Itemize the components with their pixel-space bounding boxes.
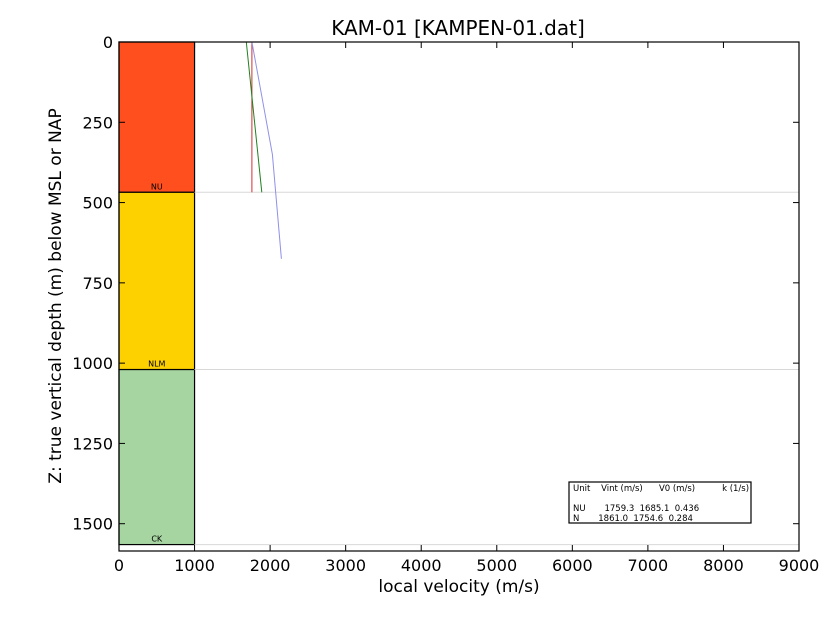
unit-label: CK — [151, 535, 163, 544]
y-tick-label: 500 — [82, 194, 113, 213]
x-tick-label: 4000 — [401, 556, 442, 575]
y-tick-label: 0 — [103, 33, 113, 52]
x-tick-label: 2000 — [250, 556, 291, 575]
x-axis-ticks: 0 1000 2000 3000 4000 5000 6000 7000 8000 9000 — [114, 42, 819, 575]
unit-label: NU — [151, 182, 163, 191]
chart-title: KAM-01 [KAMPEN-01.dat] — [331, 16, 585, 40]
unit-block — [118, 368, 196, 546]
legend-table-row: NU 1759.3 1685.1 0.436 — [573, 504, 699, 514]
y-tick-label: 1000 — [72, 354, 113, 373]
y-tick-label: 1250 — [72, 434, 113, 453]
unit-blocks: NU NLM CK — [118, 41, 196, 546]
x-tick-label: 5000 — [476, 556, 517, 575]
x-axis-label: local velocity (m/s) — [378, 577, 539, 597]
velocity-line — [251, 41, 282, 259]
velocity-line — [245, 41, 263, 193]
y-tick-label: 250 — [82, 113, 113, 132]
x-tick-label: 7000 — [628, 556, 669, 575]
x-tick-label: 6000 — [552, 556, 593, 575]
legend-table-row: N 1861.0 1754.6 0.284 — [573, 514, 693, 524]
x-tick-label: 3000 — [325, 556, 366, 575]
x-tick-label: 8000 — [703, 556, 744, 575]
legend-table-header: Unit Vint (m/s) V0 (m/s) k (1/s) — [573, 484, 749, 494]
y-tick-label: 1500 — [72, 515, 113, 534]
velocity-series — [245, 41, 282, 259]
x-tick-label: 1000 — [174, 556, 215, 575]
y-tick-label: 750 — [82, 274, 113, 293]
unit-block — [118, 41, 196, 193]
unit-label: NLM — [148, 360, 165, 369]
unit-velocity-table: Unit Vint (m/s) V0 (m/s) k (1/s) NU 1759… — [568, 481, 752, 524]
unit-block — [118, 191, 196, 371]
plot-frame — [118, 41, 800, 552]
unit-boundary-lines — [194, 191, 799, 546]
x-tick-label: 0 — [114, 556, 124, 575]
y-axis-label: Z: true vertical depth (m) below MSL or … — [46, 108, 66, 483]
legend-table-box — [568, 481, 752, 524]
x-tick-label: 9000 — [779, 556, 820, 575]
y-axis-ticks: 0 250 500 750 1000 1250 1500 — [72, 33, 799, 534]
